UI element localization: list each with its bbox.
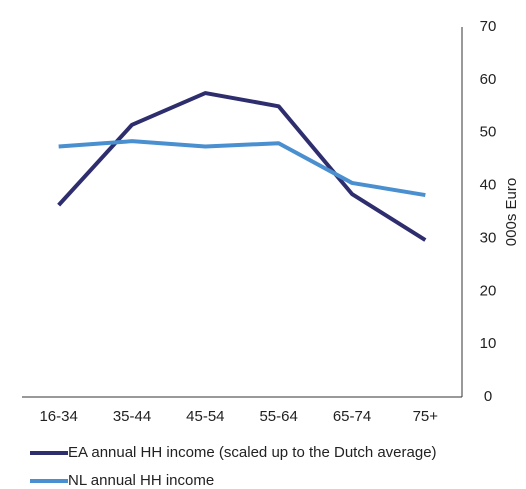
- legend-label: NL annual HH income: [68, 472, 214, 489]
- x-tick-label: 45-54: [186, 408, 224, 425]
- y-tick-label: 70: [480, 18, 497, 35]
- series-line: [58, 139, 426, 198]
- x-tick-label: 75+: [413, 408, 439, 425]
- y-tick-label: 10: [480, 335, 497, 352]
- y-tick-label: 40: [480, 177, 497, 194]
- x-tick-label: 16-34: [39, 408, 77, 425]
- x-tick-label: 35-44: [113, 408, 151, 425]
- y-tick-label: 20: [480, 282, 497, 299]
- legend-label: EA annual HH income (scaled up to the Du…: [68, 444, 437, 461]
- x-tick-label: 55-64: [259, 408, 297, 425]
- series-line: [57, 91, 427, 242]
- y-tick-label: 60: [480, 71, 497, 88]
- y-tick-label: 0: [484, 388, 492, 405]
- y-axis-label: 000s Euro: [503, 178, 520, 246]
- x-tick-label: 65-74: [333, 408, 371, 425]
- y-tick-label: 50: [480, 124, 497, 141]
- y-tick-label: 30: [480, 229, 497, 246]
